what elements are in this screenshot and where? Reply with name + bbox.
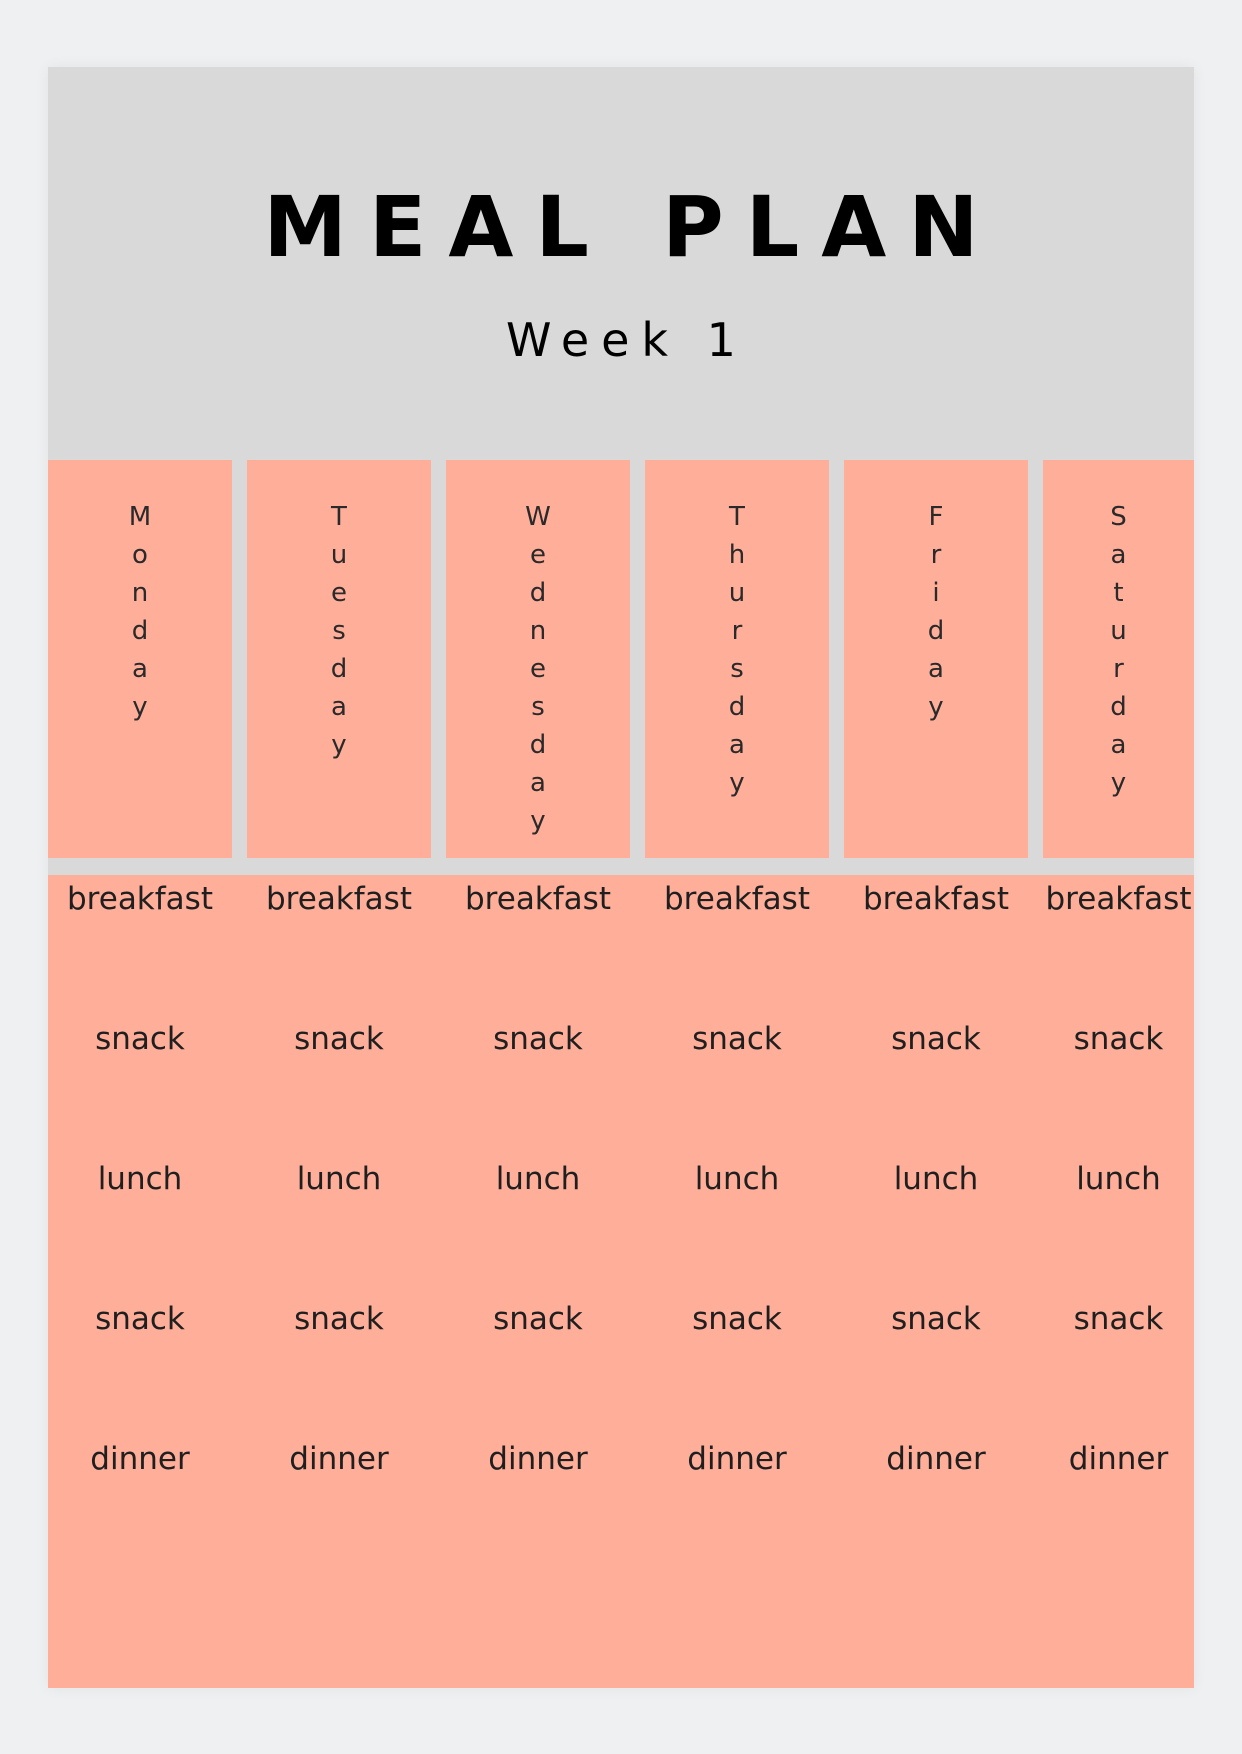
meal-slot-breakfast: breakfast (465, 881, 611, 917)
day-letter: a (1110, 730, 1127, 760)
day-letter: e (530, 540, 546, 570)
meal-slot-dinner: dinner (289, 1441, 389, 1477)
day-letter: a (928, 654, 944, 684)
day-letter: i (932, 578, 940, 608)
meal-column-thursday: breakfast snack lunch snack dinner (645, 875, 829, 1688)
day-letter: n (529, 616, 547, 646)
day-letter: y (530, 806, 546, 836)
day-letter: d (529, 730, 547, 760)
day-letter: n (131, 578, 149, 608)
day-letter: u (330, 540, 348, 570)
day-letter: o (132, 540, 148, 570)
day-letter: a (729, 730, 745, 760)
meal-slot-lunch: lunch (694, 1161, 780, 1197)
day-letter: a (132, 654, 148, 684)
day-letter: F (928, 502, 944, 532)
meal-slot-snack: snack (891, 1021, 981, 1057)
day-letter: u (728, 578, 746, 608)
day-letter: y (729, 768, 745, 798)
day-letter: u (1110, 616, 1127, 646)
day-letter: r (731, 616, 743, 646)
day-letter: M (128, 502, 152, 532)
day-letter: T (729, 502, 745, 532)
day-letter: y (1110, 768, 1127, 798)
day-letter: S (1110, 502, 1127, 532)
day-letter: r (1113, 654, 1124, 684)
day-letter: d (330, 654, 348, 684)
day-letter: s (332, 616, 346, 646)
page-title: MEAL PLAN (263, 178, 1001, 276)
day-letter: d (1110, 692, 1127, 722)
meal-column-monday: breakfast snack lunch snack dinner (48, 875, 232, 1688)
meal-slot-dinner: dinner (687, 1441, 787, 1477)
meal-slot-snack: snack (1073, 1021, 1164, 1057)
meal-slot-dinner: dinner (488, 1441, 588, 1477)
meal-column-friday: breakfast snack lunch snack dinner (844, 875, 1028, 1688)
day-letter: y (132, 692, 148, 722)
meal-slot-snack: snack (891, 1301, 981, 1337)
header: MEAL PLAN Week 1 (48, 67, 1194, 460)
meal-slot-snack: snack (692, 1301, 782, 1337)
meal-slot-breakfast: breakfast (863, 881, 1009, 917)
day-letter: s (730, 654, 744, 684)
day-letter: W (525, 502, 551, 532)
meal-slot-dinner: dinner (1068, 1441, 1169, 1477)
day-letter: h (728, 540, 746, 570)
meal-column-wednesday: breakfast snack lunch snack dinner (446, 875, 630, 1688)
meal-column-saturday: breakfast snack lunch snack dinner (1043, 875, 1194, 1688)
meal-slot-snack: snack (294, 1021, 384, 1057)
meal-slot-snack: snack (692, 1021, 782, 1057)
day-letter: a (530, 768, 546, 798)
meal-slot-lunch: lunch (296, 1161, 382, 1197)
meal-slot-dinner: dinner (886, 1441, 986, 1477)
meal-slot-snack: snack (95, 1021, 185, 1057)
meal-slot-snack: snack (493, 1301, 583, 1337)
day-letter: d (927, 616, 945, 646)
day-letter: a (331, 692, 347, 722)
day-letter: T (331, 502, 347, 532)
meal-slot-breakfast: breakfast (1045, 881, 1192, 917)
meal-column-tuesday: breakfast snack lunch snack dinner (247, 875, 431, 1688)
meal-slot-snack: snack (294, 1301, 384, 1337)
meal-slot-snack: snack (95, 1301, 185, 1337)
day-letter: d (131, 616, 149, 646)
meals-panel: breakfast snack lunch snack dinner breakfast s… (48, 875, 1194, 1688)
meal-slot-snack: snack (493, 1021, 583, 1057)
day-letter: a (1110, 540, 1127, 570)
day-letter: t (1113, 578, 1124, 608)
day-letter: s (531, 692, 545, 722)
day-letter: e (331, 578, 347, 608)
meal-slot-lunch: lunch (1076, 1161, 1161, 1197)
meal-slot-lunch: lunch (97, 1161, 183, 1197)
meal-slot-breakfast: breakfast (664, 881, 810, 917)
meal-slot-snack: snack (1073, 1301, 1164, 1337)
day-letter: e (530, 654, 546, 684)
day-letter: d (529, 578, 547, 608)
day-letter: r (930, 540, 942, 570)
meal-slot-dinner: dinner (90, 1441, 190, 1477)
meal-slot-lunch: lunch (495, 1161, 581, 1197)
day-letter: y (928, 692, 944, 722)
page-subtitle: Week 1 (506, 313, 748, 367)
day-letter: d (728, 692, 746, 722)
meal-slot-breakfast: breakfast (67, 881, 213, 917)
day-letter: y (331, 730, 347, 760)
meal-slot-breakfast: breakfast (266, 881, 412, 917)
meal-slot-lunch: lunch (893, 1161, 979, 1197)
